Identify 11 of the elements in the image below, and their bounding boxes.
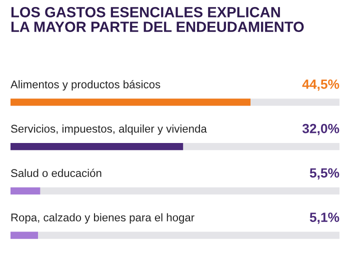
- data-label: 5,1%: [310, 212, 340, 224]
- y-tick-label: Alimentos y productos básicos: [10, 80, 160, 91]
- y-tick-label: Servicios, impuestos, alquiler y vivienda: [11, 124, 207, 135]
- chart-title: LOS GASTOS ESENCIALES EXPLICAN LA MAYOR PARTE DEL ENDEUDAMIENTO: [11, 7, 304, 32]
- data-label: 32,0%: [302, 124, 340, 136]
- bar: [10, 187, 40, 194]
- bar: [10, 232, 38, 239]
- data-label: 5,5%: [310, 168, 340, 180]
- y-tick-label: Salud o educación: [11, 168, 102, 178]
- y-tick-label: Ropa, calzado y bienes para el hogar: [11, 213, 194, 224]
- data-label: 44,5%: [302, 80, 340, 91]
